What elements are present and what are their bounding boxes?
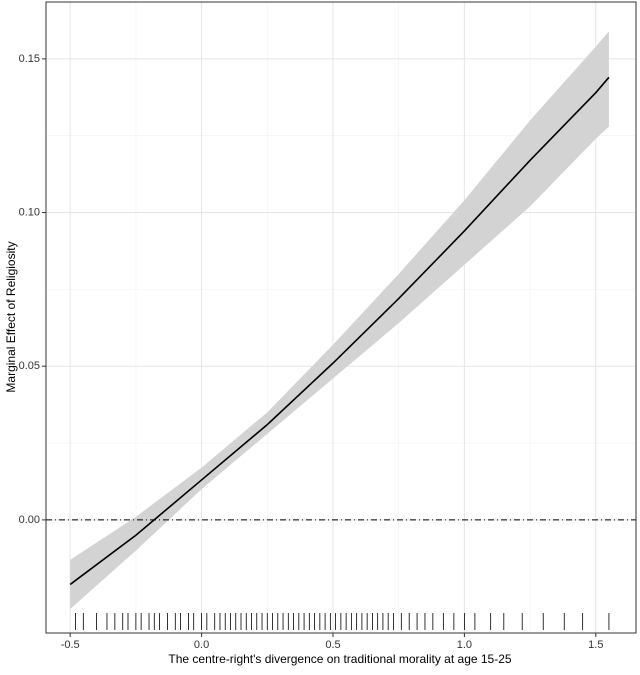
- x-tick-label: -0.5: [61, 639, 80, 651]
- x-tick-label: 0.5: [325, 639, 340, 651]
- x-tick-label: 1.0: [457, 639, 472, 651]
- y-axis-title: Marginal Effect of Religiosity: [4, 241, 18, 392]
- x-axis-title: The centre-right's divergence on traditi…: [168, 652, 511, 666]
- panel-border: [45, 1, 637, 634]
- x-tick-label: 1.5: [588, 639, 603, 651]
- y-tick-label: 0.15: [19, 53, 40, 65]
- confidence-ribbon: [70, 31, 609, 610]
- y-tick-label: 0.00: [19, 514, 40, 526]
- y-tick-label: 0.05: [19, 360, 40, 372]
- effect-line: [69, 76, 610, 586]
- x-tick-label: 0.0: [194, 639, 209, 651]
- y-tick-label: 0.10: [19, 206, 40, 218]
